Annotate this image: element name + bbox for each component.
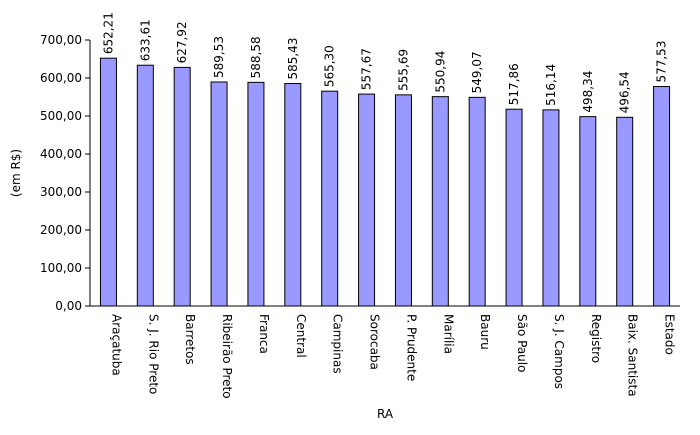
- x-tick-label: São Paulo: [515, 314, 529, 372]
- data-label: 565,30: [323, 45, 337, 87]
- bar: [284, 83, 302, 307]
- bar: [173, 66, 191, 307]
- x-tick-label: Barretos: [183, 314, 197, 365]
- x-tick-label: P. Prudente: [404, 314, 418, 381]
- data-labels: 652,21 633,61 627,92 589,53 588,58 585,43 565,…: [101, 12, 668, 113]
- bar: [431, 96, 449, 307]
- data-label: 498,34: [581, 71, 595, 113]
- y-tick-label: 200,00: [40, 223, 82, 237]
- x-tick-label: Marília: [441, 314, 455, 354]
- data-label: 627,92: [175, 21, 189, 63]
- y-tick-label: 600,00: [40, 71, 82, 85]
- y-tick-label: 100,00: [40, 261, 82, 275]
- x-tick-label: Sorocaba: [368, 314, 382, 370]
- bar: [210, 81, 228, 307]
- bar: [247, 81, 265, 307]
- data-label: 496,54: [618, 71, 632, 113]
- data-label: 633,61: [138, 19, 152, 61]
- bar: [394, 94, 412, 307]
- bar: [136, 64, 154, 307]
- y-tick-label: 0,00: [55, 299, 82, 313]
- x-tick-label: S. J. Rio Preto: [146, 314, 160, 394]
- category-labels: Araçatuba S. J. Rio Preto Barretos Ribeirão…: [109, 314, 676, 399]
- data-label: 517,86: [507, 63, 521, 105]
- x-tick-label: Ribeirão Preto: [220, 314, 234, 399]
- y-tick-label: 700,00: [40, 33, 82, 47]
- x-tick-label: Central: [294, 314, 308, 358]
- data-label: 550,94: [433, 51, 447, 93]
- data-label: 549,07: [470, 51, 484, 93]
- data-label: 585,43: [286, 38, 300, 80]
- bar: [616, 116, 634, 307]
- x-tick-label: Franca: [257, 314, 271, 354]
- bar: [505, 108, 523, 307]
- bar: [468, 96, 486, 307]
- data-label: 516,14: [544, 64, 558, 106]
- bar: [321, 90, 339, 307]
- x-tick-label: Registro: [589, 314, 603, 363]
- data-label: 577,53: [655, 41, 669, 83]
- y-tick-label: 300,00: [40, 185, 82, 199]
- x-axis-title: RA: [377, 407, 394, 421]
- bar: [542, 109, 560, 307]
- y-tick-label: 400,00: [40, 147, 82, 161]
- bar: [99, 57, 117, 307]
- x-tick-label: Estado: [663, 314, 677, 355]
- x-tick-label: Bauru: [478, 314, 492, 350]
- data-label: 589,53: [212, 36, 226, 78]
- x-tick-label: S. J. Campos: [552, 314, 566, 389]
- bar: [579, 116, 597, 307]
- y-axis-ticks: 0,00 100,00 200,00 300,00 400,00 500,00 600,00…: [40, 33, 90, 313]
- x-tick-label: Baix. Santista: [626, 314, 640, 397]
- x-tick-label: Araçatuba: [109, 314, 123, 376]
- x-tick-label: Campinas: [331, 314, 345, 374]
- bar: [358, 93, 376, 307]
- data-label: 557,67: [360, 48, 374, 90]
- y-tick-label: 500,00: [40, 109, 82, 123]
- data-label: 555,69: [396, 49, 410, 91]
- data-label: 588,58: [249, 36, 263, 78]
- data-label: 652,21: [101, 12, 115, 54]
- bar: [653, 86, 671, 307]
- y-axis-title: (em R$): [9, 149, 23, 197]
